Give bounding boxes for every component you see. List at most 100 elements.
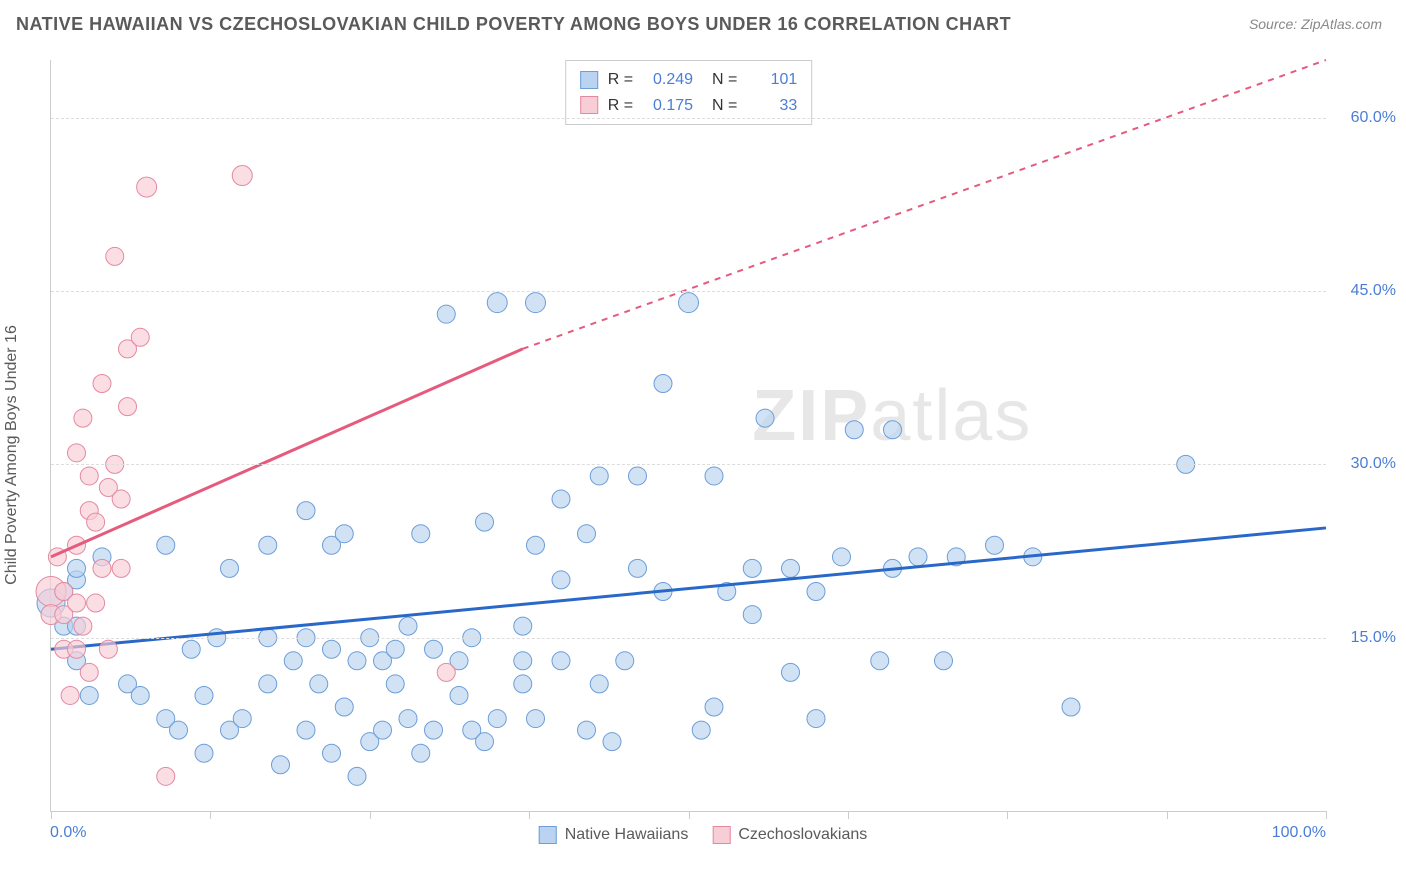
scatter-point [233, 710, 251, 728]
scatter-point [348, 652, 366, 670]
scatter-point [578, 525, 596, 543]
stats-legend-box: R = 0.249 N = 101 R = 0.175 N = 33 [565, 60, 813, 125]
scatter-point [221, 559, 239, 577]
scatter-point [348, 767, 366, 785]
stat-r-value: 0.175 [643, 93, 693, 119]
x-tick [1007, 811, 1008, 819]
y-tick-label: 15.0% [1336, 629, 1396, 647]
scatter-point [527, 710, 545, 728]
y-tick-label: 60.0% [1336, 109, 1396, 127]
scatter-point [488, 710, 506, 728]
x-tick [689, 811, 690, 819]
legend-swatch [712, 826, 730, 844]
scatter-point [692, 721, 710, 739]
scatter-point [74, 409, 92, 427]
scatter-point [335, 525, 353, 543]
scatter-point [297, 721, 315, 739]
scatter-point [807, 582, 825, 600]
scatter-point [514, 675, 532, 693]
scatter-point [259, 675, 277, 693]
scatter-point [386, 675, 404, 693]
scatter-point [68, 559, 86, 577]
scatter-point [259, 536, 277, 554]
scatter-point [412, 525, 430, 543]
chart-header: NATIVE HAWAIIAN VS CZECHOSLOVAKIAN CHILD… [0, 0, 1406, 48]
scatter-point [137, 177, 157, 197]
stat-r-value: 0.249 [643, 67, 693, 93]
scatter-point [232, 166, 252, 186]
scatter-point [743, 559, 761, 577]
y-tick-label: 30.0% [1336, 455, 1396, 473]
scatter-point [374, 721, 392, 739]
x-tick [529, 811, 530, 819]
scatter-point [616, 652, 634, 670]
scatter-point [603, 733, 621, 751]
scatter-point [552, 490, 570, 508]
scatter-point [310, 675, 328, 693]
scatter-point [157, 536, 175, 554]
scatter-point [487, 293, 507, 313]
scatter-point [399, 617, 417, 635]
scatter-point [99, 640, 117, 658]
scatter-point [131, 328, 149, 346]
trend-line [51, 528, 1326, 649]
stats-row: R = 0.249 N = 101 [580, 67, 798, 93]
x-axis-min-label: 0.0% [50, 824, 86, 842]
x-tick [51, 811, 52, 819]
scatter-point [195, 744, 213, 762]
stat-n-value: 33 [747, 93, 797, 119]
x-tick [1326, 811, 1327, 819]
scatter-point [335, 698, 353, 716]
scatter-point [68, 444, 86, 462]
scatter-point [74, 617, 92, 635]
scatter-point [399, 710, 417, 728]
scatter-point [68, 594, 86, 612]
scatter-point [986, 536, 1004, 554]
legend-label: Native Hawaiians [565, 826, 689, 844]
scatter-point [935, 652, 953, 670]
plot-area: ZIPatlas R = 0.249 N = 101 R = 0.175 N =… [50, 60, 1326, 812]
gridline-horizontal [51, 118, 1326, 119]
scatter-point [871, 652, 889, 670]
trend-line [51, 349, 523, 557]
scatter-point [629, 467, 647, 485]
scatter-point [909, 548, 927, 566]
scatter-point [272, 756, 290, 774]
scatter-point [527, 536, 545, 554]
scatter-point [782, 559, 800, 577]
gridline-horizontal [51, 291, 1326, 292]
scatter-point [629, 559, 647, 577]
x-tick [1167, 811, 1168, 819]
scatter-point [590, 675, 608, 693]
scatter-point [514, 617, 532, 635]
legend-swatch [539, 826, 557, 844]
scatter-point [68, 640, 86, 658]
chart-source: Source: ZipAtlas.com [1249, 16, 1382, 32]
scatter-point [437, 663, 455, 681]
y-axis-label: Child Poverty Among Boys Under 16 [3, 325, 21, 585]
legend-label: Czechoslovakians [738, 826, 867, 844]
legend-bottom: Native Hawaiians Czechoslovakians [539, 826, 868, 844]
series-swatch [580, 96, 598, 114]
scatter-point [552, 571, 570, 589]
scatter-point [845, 421, 863, 439]
series-swatch [580, 71, 598, 89]
scatter-point [425, 640, 443, 658]
scatter-point [284, 652, 302, 670]
scatter-point [112, 490, 130, 508]
scatter-point [425, 721, 443, 739]
scatter-point [514, 652, 532, 670]
scatter-point [386, 640, 404, 658]
scatter-point [131, 686, 149, 704]
scatter-point [782, 663, 800, 681]
x-tick [210, 811, 211, 819]
scatter-point [578, 721, 596, 739]
scatter-point [705, 698, 723, 716]
scatter-point [182, 640, 200, 658]
scatter-point [552, 652, 570, 670]
scatter-point [106, 247, 124, 265]
scatter-point [323, 640, 341, 658]
stats-row: R = 0.175 N = 33 [580, 93, 798, 119]
gridline-horizontal [51, 464, 1326, 465]
scatter-point [61, 686, 79, 704]
